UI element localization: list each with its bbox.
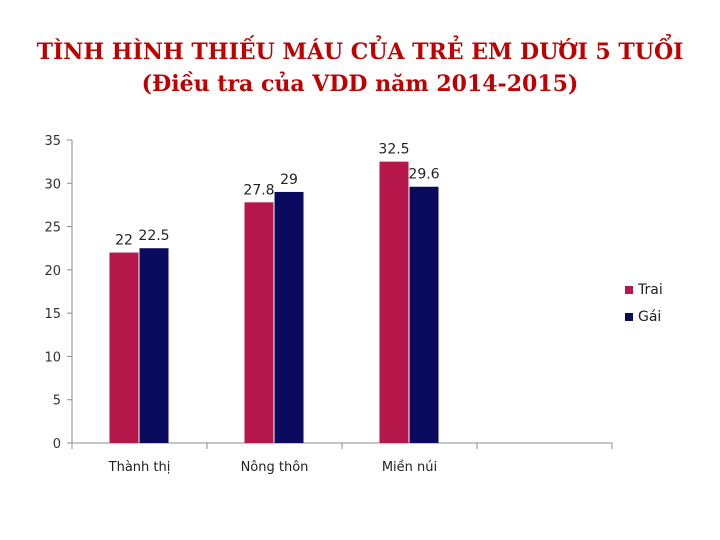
bar-gái-3 bbox=[409, 186, 439, 443]
data-label: 27.8 bbox=[243, 182, 274, 198]
y-tick-label: 20 bbox=[44, 264, 61, 279]
data-label: 22 bbox=[115, 233, 133, 249]
bar-trai-1 bbox=[109, 252, 139, 443]
legend-swatch bbox=[625, 313, 633, 321]
chart-bars bbox=[109, 161, 439, 443]
y-tick-label: 10 bbox=[44, 350, 61, 365]
data-label: 29 bbox=[280, 172, 298, 188]
legend-swatch bbox=[625, 286, 633, 294]
legend-label: Trai bbox=[637, 282, 663, 298]
bar-trai-2 bbox=[244, 202, 274, 443]
bar-gái-1 bbox=[139, 248, 169, 443]
y-tick-label: 5 bbox=[53, 394, 61, 409]
y-tick-label: 25 bbox=[44, 221, 61, 236]
bar-gái-2 bbox=[274, 191, 304, 443]
data-label: 22.5 bbox=[138, 228, 169, 244]
x-tick-label: Nông thôn bbox=[241, 460, 309, 475]
chart-axes: 0 5 10 15 20 25 30 35 Thành thị Nông thôn Miền núi bbox=[44, 134, 613, 475]
data-label: 32.5 bbox=[378, 142, 409, 158]
x-tick-label: Thành thị bbox=[108, 460, 171, 475]
x-tick-label: Miền núi bbox=[382, 460, 437, 475]
y-tick-label: 35 bbox=[44, 134, 61, 149]
chart-value-labels: 22 27.8 32.5 22.5 29 29.6 bbox=[115, 142, 440, 249]
y-tick-label: 0 bbox=[53, 437, 61, 452]
chart-title: TÌNH HÌNH THIẾU MÁU CỦA TRẺ EM DƯỚI 5 TU… bbox=[36, 39, 684, 65]
chart-subtitle: (Điều tra của VDD năm 2014-2015) bbox=[141, 71, 579, 97]
data-label: 29.6 bbox=[408, 167, 439, 183]
chart-legend: Trai Gái bbox=[625, 282, 663, 325]
chart-title-block: TÌNH HÌNH THIẾU MÁU CỦA TRẺ EM DƯỚI 5 TU… bbox=[0, 36, 720, 100]
y-tick-label: 30 bbox=[44, 177, 61, 192]
bar-trai-3 bbox=[379, 161, 409, 443]
legend-label: Gái bbox=[638, 309, 661, 325]
y-tick-label: 15 bbox=[44, 307, 61, 322]
